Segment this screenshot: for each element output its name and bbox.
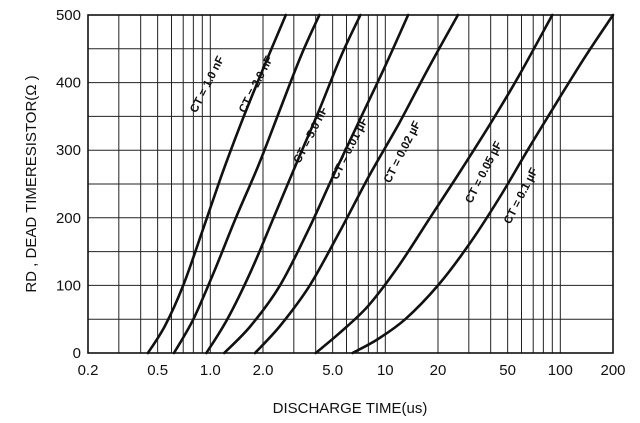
series-line bbox=[172, 13, 321, 355]
x-axis-label: DISCHARGE TIME(us) bbox=[273, 400, 428, 417]
x-tick-label: 1.0 bbox=[200, 362, 221, 379]
plot-frame bbox=[87, 14, 614, 354]
y-tick-label: 200 bbox=[56, 210, 81, 227]
x-tick-label: 10 bbox=[377, 362, 394, 379]
y-tick-label: 300 bbox=[56, 142, 81, 159]
series-line bbox=[205, 13, 362, 355]
y-tick-label: 0 bbox=[73, 345, 81, 362]
series-line bbox=[146, 13, 288, 355]
x-tick-label: 0.2 bbox=[78, 362, 99, 379]
x-tick-label: 100 bbox=[548, 362, 573, 379]
x-tick-label: 5.0 bbox=[322, 362, 343, 379]
series-label: CT = 0.01 µF bbox=[329, 116, 370, 182]
series-label: CT = 2.0 nF bbox=[237, 54, 276, 114]
series-line bbox=[222, 13, 410, 355]
x-tick-label: 2.0 bbox=[253, 362, 274, 379]
y-tick-label: 500 bbox=[56, 7, 81, 24]
tick-labels: 0.2 0.5 1.0 2.0 5.0 10 20 50 100 200 0 100 200 300 400… bbox=[56, 7, 626, 379]
series-line bbox=[314, 13, 554, 355]
series-label: CT = 0.05 µF bbox=[463, 140, 504, 206]
series-label: CT = 0.02 µF bbox=[382, 119, 423, 185]
series-label: CT = 1.0 nF bbox=[188, 54, 227, 114]
curves bbox=[146, 13, 615, 355]
grid bbox=[88, 15, 613, 353]
y-tick-label: 100 bbox=[56, 277, 81, 294]
y-axis-label: RD , DEAD TIMERESISTOR(Ω ) bbox=[23, 75, 40, 292]
x-tick-label: 20 bbox=[430, 362, 447, 379]
series-line bbox=[253, 13, 460, 355]
y-tick-label: 400 bbox=[56, 75, 81, 92]
series-line bbox=[351, 13, 615, 355]
x-tick-label: 0.5 bbox=[147, 362, 168, 379]
series-label: CT = 5.0 nF bbox=[292, 105, 331, 165]
x-tick-label: 50 bbox=[499, 362, 516, 379]
x-tick-label: 200 bbox=[600, 362, 625, 379]
